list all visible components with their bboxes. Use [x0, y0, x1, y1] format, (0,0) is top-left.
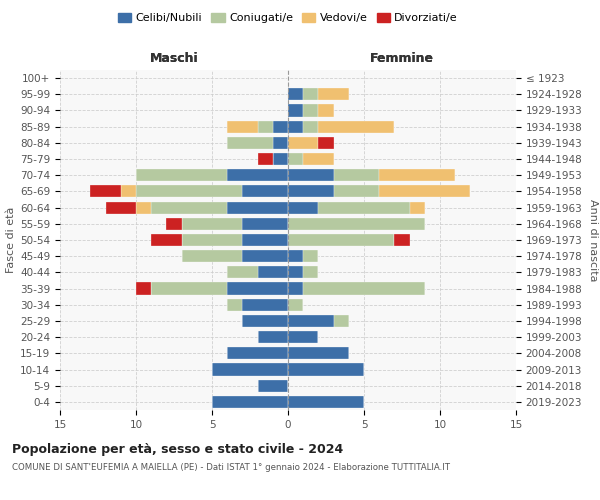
Bar [410, 202, 425, 213]
Bar [334, 169, 379, 181]
Bar [303, 88, 319, 101]
Bar [227, 348, 288, 360]
Text: Maschi: Maschi [149, 52, 199, 65]
Bar [303, 153, 334, 165]
Bar [288, 250, 303, 262]
Text: Femmine: Femmine [370, 52, 434, 65]
Bar [303, 120, 319, 132]
Y-axis label: Fasce di età: Fasce di età [6, 207, 16, 273]
Text: Femmine: Femmine [370, 52, 434, 65]
Bar [136, 186, 242, 198]
Bar [242, 218, 288, 230]
Bar [303, 282, 425, 294]
Bar [151, 234, 182, 246]
Bar [227, 266, 257, 278]
Bar [151, 202, 227, 213]
Bar [288, 266, 303, 278]
Text: Popolazione per età, sesso e stato civile - 2024: Popolazione per età, sesso e stato civil… [12, 442, 343, 456]
Bar [379, 186, 470, 198]
Bar [319, 120, 394, 132]
Y-axis label: Anni di nascita: Anni di nascita [588, 198, 598, 281]
Bar [227, 169, 288, 181]
Bar [288, 169, 334, 181]
Bar [288, 331, 319, 343]
Bar [288, 396, 364, 408]
Bar [288, 315, 334, 327]
Bar [319, 88, 349, 101]
Bar [136, 169, 227, 181]
Text: COMUNE DI SANT'EUFEMIA A MAIELLA (PE) - Dati ISTAT 1° gennaio 2024 - Elaborazion: COMUNE DI SANT'EUFEMIA A MAIELLA (PE) - … [12, 462, 450, 471]
Bar [257, 120, 273, 132]
Bar [273, 120, 288, 132]
Text: Maschi: Maschi [149, 52, 199, 65]
Bar [288, 348, 349, 360]
Bar [288, 364, 364, 376]
Bar [334, 186, 379, 198]
Bar [136, 282, 151, 294]
Bar [227, 282, 288, 294]
Bar [227, 120, 257, 132]
Bar [242, 186, 288, 198]
Bar [319, 104, 334, 117]
Bar [288, 298, 303, 311]
Bar [288, 153, 303, 165]
Bar [273, 153, 288, 165]
Bar [257, 331, 288, 343]
Bar [182, 250, 242, 262]
Bar [242, 298, 288, 311]
Bar [182, 234, 242, 246]
Bar [151, 282, 227, 294]
Bar [242, 250, 288, 262]
Bar [334, 315, 349, 327]
Bar [242, 234, 288, 246]
Bar [288, 104, 303, 117]
Bar [303, 250, 319, 262]
Bar [166, 218, 182, 230]
Bar [319, 202, 410, 213]
Bar [212, 396, 288, 408]
Bar [257, 266, 288, 278]
Bar [303, 104, 319, 117]
Bar [319, 137, 334, 149]
Bar [182, 218, 242, 230]
Bar [379, 169, 455, 181]
Bar [273, 137, 288, 149]
Bar [288, 186, 334, 198]
Bar [227, 202, 288, 213]
Bar [288, 218, 425, 230]
Bar [288, 88, 303, 101]
Bar [257, 380, 288, 392]
Bar [227, 298, 242, 311]
Bar [106, 202, 136, 213]
Bar [288, 137, 319, 149]
Bar [288, 120, 303, 132]
Legend: Celibi/Nubili, Coniugati/e, Vedovi/e, Divorziati/e: Celibi/Nubili, Coniugati/e, Vedovi/e, Di… [113, 8, 463, 28]
Bar [303, 266, 319, 278]
Bar [288, 282, 303, 294]
Bar [288, 202, 319, 213]
Bar [212, 364, 288, 376]
Bar [91, 186, 121, 198]
Bar [136, 202, 151, 213]
Bar [394, 234, 410, 246]
Bar [227, 137, 273, 149]
Bar [257, 153, 273, 165]
Bar [288, 234, 394, 246]
Bar [121, 186, 136, 198]
Bar [242, 315, 288, 327]
